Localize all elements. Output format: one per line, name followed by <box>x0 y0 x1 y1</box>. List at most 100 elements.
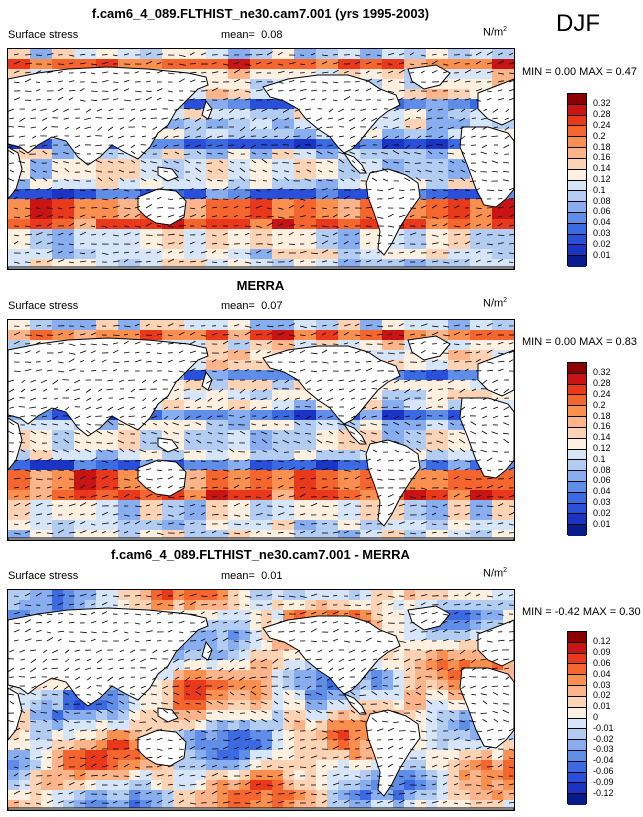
colorbar-tick-label: 0.02 <box>593 238 611 249</box>
colorbar-tick-label: 0.28 <box>593 109 611 120</box>
colorbar-swatch <box>568 718 586 730</box>
continent-outlines <box>8 335 514 540</box>
colorbar-swatch <box>568 794 586 805</box>
colorbar-tick-label: 0.01 <box>593 249 611 260</box>
colorbar-tick-label: 0.1 <box>593 184 606 195</box>
colorbar-tick-label: 0.04 <box>593 486 611 497</box>
panel-3-colorbar <box>567 631 587 805</box>
colorbar-swatch <box>568 664 586 676</box>
colorbar-swatch <box>568 427 586 439</box>
panel-2-units: N/m2 <box>483 297 508 310</box>
colorbar-swatch <box>568 503 586 515</box>
colorbar-swatch <box>568 137 586 149</box>
panel-1-colorbar <box>567 93 587 267</box>
colorbar-tick-label: 0.01 <box>593 518 611 529</box>
panel-1-title: f.cam6_4_089.FLTHIST_ne30.cam7.001 (yrs … <box>91 6 430 21</box>
panel-2-colorbar <box>567 362 587 536</box>
colorbar-tick-label: 0.01 <box>593 701 611 712</box>
panel-2-map <box>7 319 515 541</box>
colorbar-swatch <box>568 729 586 741</box>
colorbar-swatch <box>568 395 586 407</box>
colorbar-swatch <box>568 115 586 127</box>
panel-3-variable: Surface stress <box>8 570 79 582</box>
colorbar-tick-label: -0.04 <box>593 755 614 766</box>
colorbar-swatch <box>568 245 586 257</box>
colorbar-tick-label: 0.12 <box>593 443 611 453</box>
colorbar-swatch <box>568 202 586 213</box>
wind-stress-vectors <box>8 592 514 805</box>
colorbar-swatch <box>568 449 586 461</box>
colorbar-tick-label: 0.03 <box>593 228 611 239</box>
colorbar-tick-label: 0.14 <box>593 432 611 443</box>
colorbar-tick-label: 0.32 <box>593 367 611 378</box>
colorbar-tick-label: -0.03 <box>593 744 614 755</box>
panel-3-mean: mean= 0.01 <box>221 570 283 582</box>
colorbar-swatch <box>568 772 586 784</box>
colorbar-swatch <box>568 126 586 138</box>
colorbar-swatch <box>568 158 586 170</box>
colorbar-tick-label: 0.02 <box>593 690 611 701</box>
colorbar-swatch <box>568 460 586 472</box>
colorbar-swatch <box>568 384 586 396</box>
colorbar-tick-label: 0.08 <box>593 195 611 206</box>
colorbar-tick-label: 0.18 <box>593 141 611 152</box>
colorbar-tick-label: 0.12 <box>593 174 611 184</box>
colorbar-tick-label: 0 <box>593 712 599 722</box>
colorbar-swatch <box>568 686 586 697</box>
colorbar-tick-label: 0.09 <box>593 647 611 658</box>
colorbar-swatch <box>568 514 586 526</box>
panel-3-units: N/m2 <box>483 567 508 580</box>
colorbar-swatch <box>568 169 586 181</box>
colorbar-tick-label: -0.09 <box>593 776 614 787</box>
colorbar-tick-label: 0.1 <box>593 453 606 464</box>
panel-1-map <box>7 48 515 270</box>
colorbar-swatch <box>568 256 586 267</box>
colorbar-tick-label: 0.06 <box>593 206 611 217</box>
colorbar-tick-label: 0.16 <box>593 152 611 163</box>
colorbar-swatch <box>568 696 586 708</box>
colorbar-swatch <box>568 406 586 418</box>
colorbar-swatch <box>568 94 586 105</box>
colorbar-swatch <box>568 481 586 493</box>
colorbar-tick-label: 0.12 <box>593 636 611 647</box>
colorbar-tick-label: 0.02 <box>593 507 611 518</box>
colorbar-tick-label: 0.06 <box>593 475 611 486</box>
colorbar-swatch <box>568 750 586 762</box>
colorbar-tick-label: 0.24 <box>593 119 611 130</box>
colorbar-swatch <box>568 707 586 719</box>
colorbar-swatch <box>568 234 586 246</box>
colorbar-tick-label: 0.2 <box>593 399 606 410</box>
colorbar-tick-label: 0.24 <box>593 388 611 399</box>
continent-outlines <box>8 605 514 810</box>
colorbar-swatch <box>568 148 586 159</box>
colorbar-swatch <box>568 761 586 773</box>
colorbar-swatch <box>568 104 586 116</box>
colorbar-tick-label: 0.28 <box>593 378 611 389</box>
colorbar-swatch <box>568 363 586 374</box>
colorbar-swatch <box>568 525 586 536</box>
panel-1-variable: Surface stress <box>8 29 79 41</box>
panel-2-title: MERRA <box>236 278 285 293</box>
continent-outlines <box>8 64 514 269</box>
colorbar-swatch <box>568 223 586 235</box>
colorbar-swatch <box>568 373 586 385</box>
colorbar-tick-label: 0.08 <box>593 464 611 475</box>
colorbar-tick-label: 0.04 <box>593 217 611 228</box>
colorbar-swatch <box>568 212 586 224</box>
colorbar-tick-label: 0.03 <box>593 679 611 690</box>
panel-1-units: N/m2 <box>483 26 508 39</box>
wind-stress-vectors <box>8 322 514 535</box>
colorbar-swatch <box>568 653 586 665</box>
colorbar-tick-label: 0.2 <box>593 130 606 141</box>
colorbar-tick-label: 0.16 <box>593 421 611 432</box>
colorbar-tick-label: 0.14 <box>593 163 611 174</box>
season-label: DJF <box>556 10 600 37</box>
wind-stress-vectors <box>8 51 514 264</box>
colorbar-swatch <box>568 180 586 192</box>
colorbar-tick-label: 0.18 <box>593 410 611 421</box>
panel-1-mean: mean= 0.08 <box>221 29 283 41</box>
colorbar-swatch <box>568 471 586 482</box>
colorbar-tick-label: -0.12 <box>593 787 614 798</box>
panel-2-minmax: MIN = 0.00 MAX = 0.83 <box>522 336 637 348</box>
colorbar-swatch <box>568 438 586 450</box>
